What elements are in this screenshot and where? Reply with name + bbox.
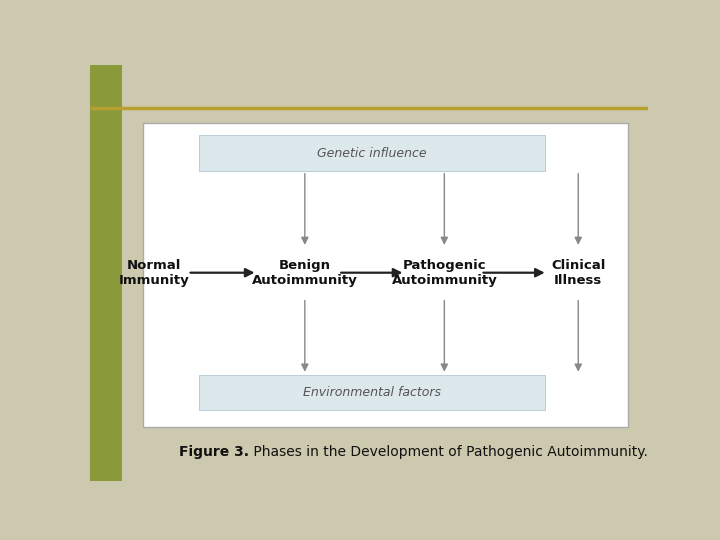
FancyBboxPatch shape — [199, 375, 545, 410]
Text: Figure 3.: Figure 3. — [179, 446, 249, 460]
FancyBboxPatch shape — [199, 136, 545, 171]
Text: Genetic influence: Genetic influence — [317, 147, 427, 160]
Text: Phases in the Development of Pathogenic Autoimmunity.: Phases in the Development of Pathogenic … — [249, 446, 648, 460]
FancyBboxPatch shape — [143, 123, 629, 427]
Text: Environmental factors: Environmental factors — [303, 386, 441, 399]
Text: Pathogenic
Autoimmunity: Pathogenic Autoimmunity — [392, 259, 498, 287]
Text: Benign
Autoimmunity: Benign Autoimmunity — [252, 259, 358, 287]
Text: Clinical
Illness: Clinical Illness — [551, 259, 606, 287]
FancyBboxPatch shape — [90, 65, 122, 481]
Text: Normal
Immunity: Normal Immunity — [119, 259, 189, 287]
